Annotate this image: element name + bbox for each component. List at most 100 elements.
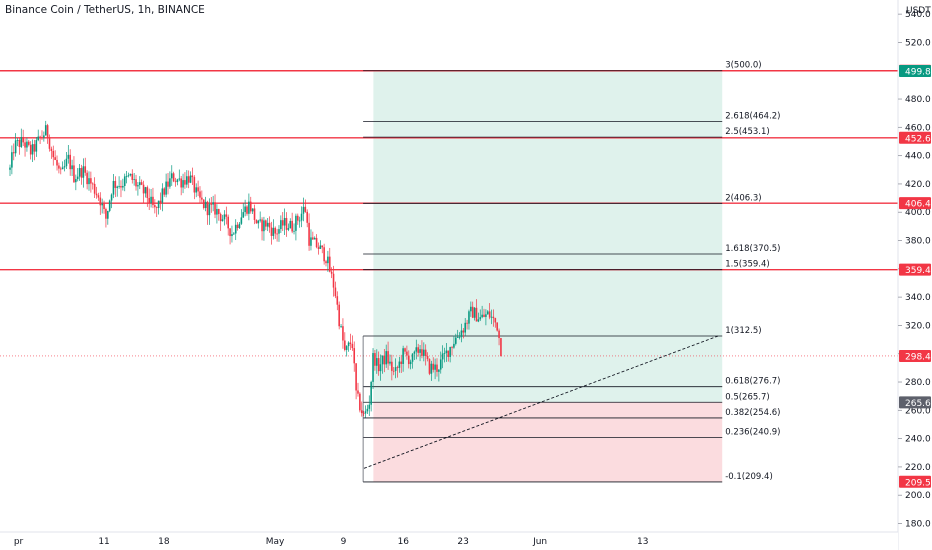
candle-body bbox=[174, 181, 177, 183]
candle-body bbox=[342, 326, 344, 341]
candle-body bbox=[248, 201, 250, 214]
fib-level-label: 2(406.3) bbox=[725, 193, 761, 203]
candle-body bbox=[349, 342, 352, 344]
price-badge[interactable] bbox=[899, 131, 931, 144]
candle-body bbox=[182, 180, 184, 188]
currency-label: USDT bbox=[906, 6, 931, 16]
candle-body bbox=[12, 152, 15, 154]
candle-body bbox=[375, 358, 378, 366]
time-axis: pr 11 18 May 9 16 23 Jun 13 bbox=[0, 531, 898, 550]
profit-zone[interactable] bbox=[373, 71, 723, 403]
candle-body bbox=[370, 381, 372, 405]
candle-body bbox=[468, 311, 470, 324]
candle-body bbox=[22, 136, 24, 143]
candle-body bbox=[14, 140, 17, 154]
candle-body bbox=[123, 176, 126, 187]
candle-body bbox=[372, 353, 374, 382]
candle-body bbox=[283, 217, 286, 226]
price-tick-label: 320.0 bbox=[905, 321, 931, 331]
price-tick-label: 340.0 bbox=[905, 293, 931, 303]
candle-body bbox=[317, 247, 320, 249]
candle-body bbox=[140, 182, 143, 185]
candle-body bbox=[135, 179, 137, 187]
candle-body bbox=[251, 208, 254, 212]
candle-body bbox=[451, 347, 453, 348]
candle-body bbox=[101, 203, 103, 206]
fib-level-label: -0.1(209.4) bbox=[725, 472, 773, 482]
candle-body bbox=[315, 237, 318, 248]
candle-body bbox=[236, 224, 239, 229]
candle-body bbox=[366, 408, 369, 412]
candle-body bbox=[394, 367, 397, 371]
candle-body bbox=[146, 187, 149, 198]
candle-body bbox=[28, 141, 30, 145]
candle-body bbox=[24, 142, 26, 148]
candle-body bbox=[88, 178, 90, 185]
price-tick-label: 200.0 bbox=[905, 491, 931, 501]
stop-loss-zone[interactable] bbox=[373, 402, 723, 482]
candle-body bbox=[39, 136, 41, 138]
candle-body bbox=[221, 219, 224, 222]
candle-body bbox=[84, 166, 87, 173]
candle-body bbox=[16, 139, 19, 141]
candle-body bbox=[434, 364, 436, 370]
price-badge-label: 209.5 bbox=[905, 478, 931, 488]
price-badge[interactable] bbox=[899, 475, 931, 488]
candle-body bbox=[249, 201, 252, 212]
candle-body bbox=[206, 201, 209, 216]
candle-body bbox=[180, 178, 182, 188]
price-tick-label: 460.0 bbox=[905, 123, 931, 133]
price-badge-label: 359.4 bbox=[905, 266, 931, 276]
candle-body bbox=[186, 176, 188, 185]
candle-body bbox=[144, 187, 147, 194]
fib-level-label: 0.618(276.7) bbox=[725, 377, 780, 387]
candle-body bbox=[381, 355, 384, 365]
candle-body bbox=[471, 306, 474, 318]
price-badge[interactable] bbox=[899, 263, 931, 276]
candle-body bbox=[86, 172, 88, 185]
candle-body bbox=[479, 317, 482, 320]
candle-body bbox=[300, 213, 303, 221]
candle-body bbox=[353, 348, 356, 364]
candle-body bbox=[449, 347, 451, 357]
candle-body bbox=[404, 348, 406, 352]
candle-body bbox=[328, 256, 331, 272]
candle-body bbox=[214, 202, 216, 215]
candle-body bbox=[114, 180, 117, 188]
candle-body bbox=[481, 314, 483, 318]
candle-body bbox=[48, 137, 51, 149]
candle-body bbox=[441, 353, 444, 360]
candle-body bbox=[202, 199, 205, 209]
candle-body bbox=[67, 154, 70, 159]
price-badge[interactable] bbox=[899, 65, 931, 78]
candle-body bbox=[261, 219, 263, 232]
candle-body bbox=[423, 349, 425, 356]
candle-body bbox=[71, 165, 73, 170]
candle-body bbox=[439, 359, 442, 370]
price-badge[interactable] bbox=[899, 396, 931, 409]
candle-body bbox=[195, 187, 198, 193]
candle-body bbox=[246, 206, 248, 214]
price-badge[interactable] bbox=[899, 197, 931, 210]
candle-body bbox=[133, 179, 135, 181]
candle-body bbox=[110, 194, 113, 201]
candle-body bbox=[490, 316, 493, 318]
candle-body bbox=[231, 234, 233, 237]
candle-body bbox=[210, 204, 213, 205]
fib-level-label: 0.5(265.7) bbox=[725, 392, 769, 402]
candle-body bbox=[122, 186, 124, 188]
candle-body bbox=[69, 154, 71, 170]
candle-body bbox=[93, 183, 96, 194]
trend-line[interactable] bbox=[363, 335, 719, 469]
candle-body bbox=[360, 410, 363, 414]
price-badge-label: 406.4 bbox=[905, 200, 931, 210]
candle-body bbox=[44, 125, 47, 136]
candle-body bbox=[33, 144, 36, 152]
candle-body bbox=[229, 228, 231, 237]
candle-body bbox=[253, 208, 256, 220]
candle-body bbox=[347, 342, 350, 347]
candle-body bbox=[302, 206, 305, 214]
candle-body bbox=[351, 343, 354, 349]
price-badge[interactable] bbox=[899, 349, 931, 362]
